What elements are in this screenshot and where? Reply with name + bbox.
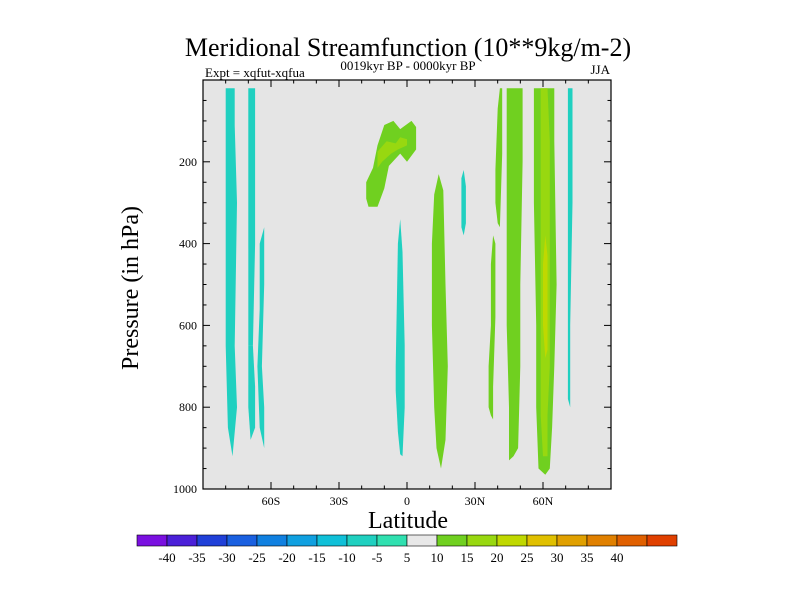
- contour-region-pos-band-38N: [488, 235, 496, 420]
- period-label: 0019kyr BP - 0000kyr BP: [340, 58, 475, 73]
- colorbar-label: -35: [188, 550, 205, 565]
- colorbar-box: [136, 534, 168, 547]
- contour-region-pos-band-45N: [506, 88, 523, 461]
- y-tick-label: 400: [179, 237, 197, 251]
- colorbar-box: [226, 534, 258, 547]
- contour-region-neg-band-68S-upper: [248, 88, 256, 346]
- colorbar-box: [466, 534, 498, 547]
- colorbar-label: -10: [338, 550, 355, 565]
- contour-region-pos-core-upper-tropics: [377, 137, 407, 168]
- x-tick-label: 30N: [465, 494, 486, 508]
- contour-region-neg-band-68S-lower: [248, 345, 256, 440]
- y-tick-label: 200: [179, 155, 197, 169]
- colorbar-box: [286, 534, 318, 547]
- x-tick-label: 60S: [262, 494, 281, 508]
- contour-region-neg-band-74S: [225, 88, 237, 457]
- experiment-label: Expt = xqfut-xqfua: [205, 65, 305, 80]
- contour-region-pos-inner-61N: [543, 235, 548, 359]
- colorbar-label: 25: [521, 550, 534, 565]
- colorbar-box: [526, 534, 558, 547]
- colorbar-label: 40: [611, 550, 624, 565]
- x-tick-label: 30S: [330, 494, 349, 508]
- y-tick-label: 800: [179, 400, 197, 414]
- colorbar-box: [346, 534, 378, 547]
- colorbar-box: [586, 534, 618, 547]
- colorbar-box: [646, 534, 678, 547]
- y-tick-label: 600: [179, 318, 197, 332]
- colorbar-box: [616, 534, 648, 547]
- x-tick-label: 0: [404, 494, 410, 508]
- colorbar-box: [376, 534, 408, 547]
- colorbar-label: 35: [581, 550, 594, 565]
- colorbar-label: -25: [248, 550, 265, 565]
- colorbar-box: [196, 534, 228, 547]
- contour-region-pos-band-40N-upper: [495, 88, 503, 228]
- colorbar-box: [316, 534, 348, 547]
- contour-region-neg-band-64S: [257, 227, 265, 449]
- colorbar-label: -20: [278, 550, 295, 565]
- contour-region-neg-band-73N: [567, 88, 573, 408]
- colorbar-label: 20: [491, 550, 504, 565]
- colorbar-box: [496, 534, 528, 547]
- chart-title: Meridional Streamfunction (10**9kg/m-2): [185, 33, 631, 62]
- colorbar-label: 5: [404, 550, 411, 565]
- x-tick-label: 60N: [533, 494, 554, 508]
- colorbar-label: 30: [551, 550, 564, 565]
- colorbar-label: -30: [218, 550, 235, 565]
- colorbar-label: -5: [372, 550, 383, 565]
- colorbar-box: [436, 534, 468, 547]
- contour-region-neg-blob-25N: [461, 170, 466, 236]
- x-axis-label: Latitude: [368, 508, 448, 534]
- colorbar-box: [406, 534, 438, 547]
- colorbar: -40 -35 -30 -25 -20 -15 -10 -5 5 10 15 20 25 30 35 40: [136, 534, 678, 565]
- colorbar-box: [166, 534, 198, 547]
- colorbar-label: -40: [158, 550, 175, 565]
- y-tick-label: 1000: [173, 482, 197, 496]
- colorbar-label: 15: [461, 550, 474, 565]
- colorbar-label: 10: [431, 550, 444, 565]
- season-label: JJA: [590, 62, 610, 77]
- colorbar-box: [256, 534, 288, 547]
- plot-area: 60S 30S 0 30N 60N 200 400 600 800 1000: [173, 79, 612, 508]
- contour-region-pos-band-15N: [431, 174, 448, 469]
- colorbar-box: [556, 534, 588, 547]
- y-axis-label: Pressure (in hPa): [118, 206, 144, 370]
- colorbar-label: -15: [308, 550, 325, 565]
- contour-region-neg-band-3S: [395, 219, 405, 457]
